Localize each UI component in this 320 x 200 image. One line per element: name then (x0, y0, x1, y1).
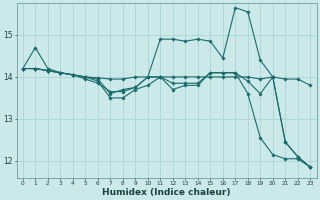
X-axis label: Humidex (Indice chaleur): Humidex (Indice chaleur) (102, 188, 231, 197)
